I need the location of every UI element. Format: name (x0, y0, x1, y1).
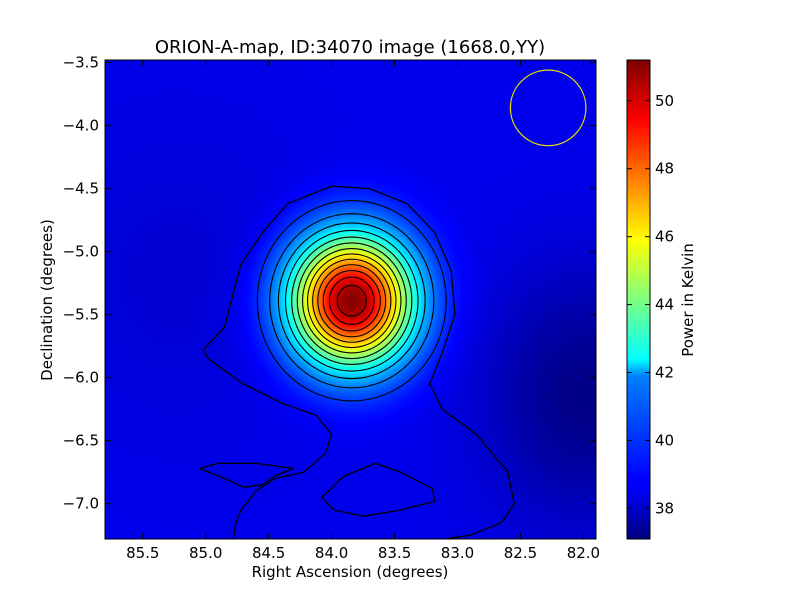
colorbar-tick-label: 40 (655, 431, 674, 449)
contour-level-8 (312, 258, 392, 343)
contour-level-1 (269, 213, 435, 389)
x-tick-label: 85.0 (189, 544, 222, 562)
contour-level-0 (256, 200, 447, 402)
colorbar-tick-label: 44 (655, 296, 674, 314)
x-tick-label: 84.5 (252, 544, 285, 562)
outer-contour-0 (202, 185, 515, 539)
heatmap-image (105, 60, 596, 539)
colorbar-tick-label: 42 (655, 364, 674, 382)
y-tick-label: −5.0 (63, 243, 99, 261)
contour-level-6 (302, 248, 402, 354)
y-tick-label: −3.5 (63, 54, 99, 72)
y-tick-label: −6.0 (63, 369, 99, 387)
colorbar-tick-label: 38 (655, 499, 674, 517)
y-tick-label: −4.5 (63, 180, 99, 198)
colorbar-ticks: 38 40 42 44 46 48 50 (627, 92, 674, 517)
contour-level-3 (284, 229, 419, 372)
x-tick-label: 85.5 (126, 544, 159, 562)
y-tick-label: −5.5 (63, 306, 99, 324)
contour-level-7 (307, 253, 397, 349)
x-tick-label: 82.0 (567, 544, 600, 562)
x-tick-label: 83.5 (378, 544, 411, 562)
contour-lines (199, 185, 515, 539)
contour-level-9 (317, 264, 387, 338)
x-tick-label: 83.0 (441, 544, 474, 562)
colorbar-tick-label: 50 (655, 92, 674, 110)
y-tick-label: −4.0 (63, 117, 99, 135)
contour-level-11 (328, 276, 375, 325)
colorbar-tick-label: 48 (655, 160, 674, 178)
contour-level-2 (277, 222, 426, 380)
x-tick-label: 84.0 (315, 544, 348, 562)
x-axis-label: Right Ascension (degrees) (252, 563, 449, 581)
contour-level-10 (322, 270, 381, 332)
contour-level-12 (336, 284, 367, 317)
y-axis-label: Declination (degrees) (38, 219, 56, 381)
outer-contour-1 (199, 462, 295, 488)
colorbar-tick-label: 46 (655, 228, 674, 246)
x-axis-ticks: 85.5 85.0 84.5 84.0 83.5 83.0 82.5 82.0 (126, 60, 600, 562)
x-tick-label: 82.5 (504, 544, 537, 562)
y-tick-label: −7.0 (63, 495, 99, 513)
colorbar (626, 59, 651, 540)
beam-circle (509, 69, 587, 147)
y-tick-label: −6.5 (63, 432, 99, 450)
contour-level-4 (291, 236, 413, 366)
colorbar-label: Power in Kelvin (679, 243, 697, 357)
outer-contour-2 (321, 462, 436, 517)
y-axis-ticks: −3.5 −4.0 −4.5 −5.0 −5.5 −6.0 −6.5 −7.0 (63, 54, 596, 513)
contour-level-5 (296, 242, 407, 360)
chart-title: ORION-A-map, ID:34070 image (1668.0,YY) (155, 37, 545, 58)
plot-area (105, 60, 596, 539)
plot-frame (104, 59, 597, 540)
